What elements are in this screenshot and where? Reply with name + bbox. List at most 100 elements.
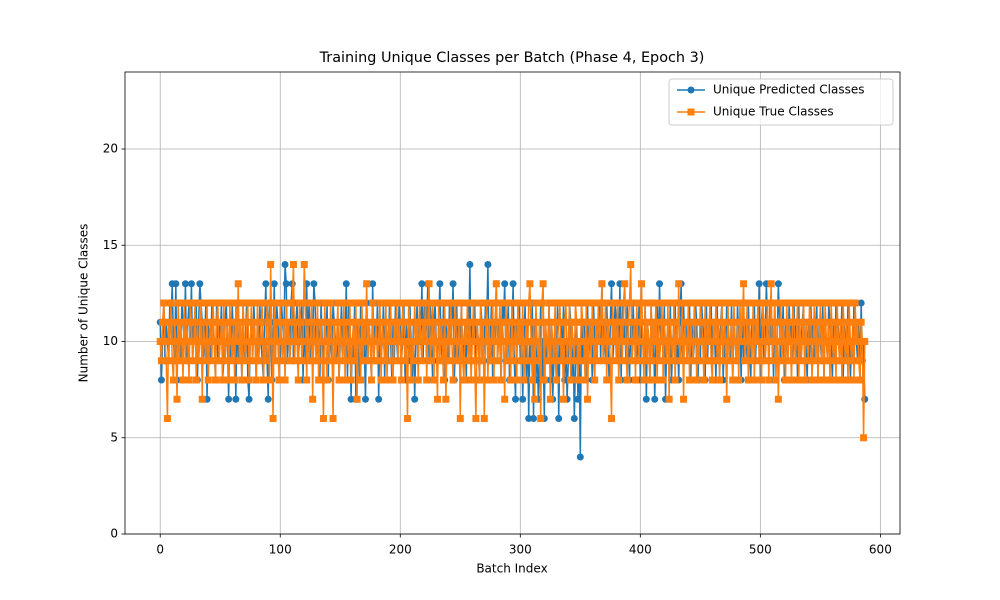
y-tick-label: 15 <box>103 238 118 252</box>
point-marker <box>700 376 708 384</box>
point-marker <box>821 299 829 307</box>
x-tick-label: 600 <box>869 543 892 557</box>
point-marker <box>626 299 634 307</box>
point-marker <box>827 299 835 307</box>
point-marker <box>436 357 444 365</box>
point-marker <box>857 318 865 326</box>
point-marker <box>443 338 451 345</box>
point-marker <box>189 357 197 365</box>
point-marker <box>241 357 249 365</box>
point-marker <box>693 376 701 384</box>
point-marker <box>505 338 513 345</box>
point-marker <box>629 338 637 345</box>
point-marker <box>604 318 612 326</box>
point-marker <box>818 357 826 365</box>
point-marker <box>351 357 359 365</box>
point-marker <box>564 338 572 345</box>
point-marker <box>439 376 447 384</box>
point-marker <box>441 299 449 307</box>
y-tick-label: 10 <box>103 334 118 348</box>
point-marker <box>618 357 626 365</box>
point-marker <box>270 280 278 288</box>
point-marker <box>293 338 301 345</box>
point-marker <box>662 338 670 345</box>
point-marker <box>560 395 568 403</box>
point-marker <box>339 357 347 365</box>
point-marker <box>725 357 733 365</box>
point-marker <box>330 318 338 326</box>
point-marker <box>714 318 722 326</box>
point-marker <box>409 357 417 365</box>
point-marker <box>515 338 523 345</box>
point-marker <box>822 338 830 345</box>
point-marker <box>177 318 185 326</box>
point-marker <box>234 280 242 288</box>
point-marker <box>433 395 441 403</box>
point-marker <box>544 357 552 365</box>
point-marker <box>572 299 580 307</box>
point-marker <box>509 357 517 365</box>
point-marker <box>465 357 473 365</box>
point-marker <box>796 318 804 326</box>
point-marker <box>556 299 564 307</box>
point-marker <box>579 318 587 326</box>
point-marker <box>549 338 557 345</box>
point-marker <box>635 357 643 365</box>
point-marker <box>603 376 611 384</box>
point-marker <box>588 299 596 307</box>
point-marker <box>580 338 588 345</box>
point-marker <box>388 357 396 365</box>
point-marker <box>264 395 272 403</box>
point-marker <box>215 357 223 365</box>
point-marker <box>726 338 734 345</box>
point-marker <box>299 338 307 345</box>
point-marker <box>214 299 222 307</box>
point-marker <box>432 338 440 345</box>
point-marker <box>720 318 728 326</box>
point-marker <box>574 376 582 384</box>
point-marker <box>664 299 672 307</box>
point-marker <box>576 357 584 365</box>
point-marker <box>366 338 374 345</box>
point-marker <box>411 299 419 307</box>
point-marker <box>600 338 608 345</box>
point-marker <box>245 395 253 403</box>
point-marker <box>460 376 468 384</box>
point-marker <box>856 376 864 384</box>
point-marker <box>590 338 598 345</box>
point-marker <box>213 318 221 326</box>
point-marker <box>675 280 683 288</box>
point-marker <box>860 434 868 442</box>
point-marker <box>178 338 186 345</box>
point-marker <box>414 376 422 384</box>
point-marker <box>550 357 558 365</box>
point-marker <box>705 338 713 345</box>
point-marker <box>286 357 294 365</box>
point-marker <box>492 280 500 288</box>
point-marker <box>227 338 235 345</box>
point-marker <box>471 357 479 365</box>
point-marker <box>172 280 180 288</box>
point-marker <box>469 299 477 307</box>
point-marker <box>785 318 793 326</box>
point-marker <box>421 299 429 307</box>
point-marker <box>415 299 423 307</box>
point-marker <box>484 261 492 268</box>
point-marker <box>372 318 380 326</box>
point-marker <box>514 299 522 307</box>
point-marker <box>752 318 760 326</box>
point-marker <box>694 338 702 345</box>
point-marker <box>820 376 828 384</box>
point-marker <box>563 357 571 365</box>
point-marker <box>795 376 803 384</box>
point-marker <box>369 299 377 307</box>
point-marker <box>257 318 265 326</box>
point-marker <box>301 299 309 307</box>
point-marker <box>219 376 227 384</box>
point-marker <box>472 415 480 422</box>
point-marker <box>622 338 630 345</box>
point-marker <box>391 338 399 345</box>
point-marker <box>502 299 510 307</box>
point-marker <box>157 357 165 365</box>
point-marker <box>204 376 212 384</box>
